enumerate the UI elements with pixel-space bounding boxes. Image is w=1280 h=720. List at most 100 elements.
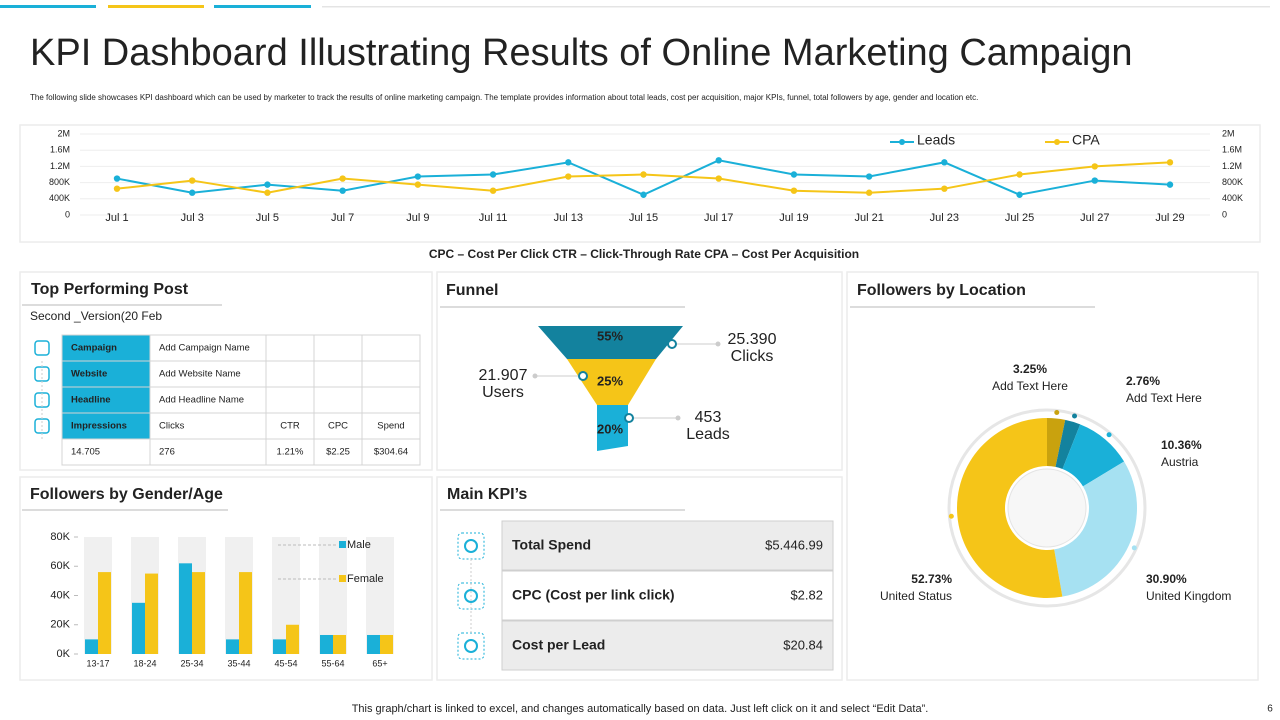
slice-value: 30.90% [1146, 572, 1187, 586]
leader-dot [1106, 432, 1112, 438]
bar [239, 572, 252, 654]
leader-dot [1054, 409, 1060, 415]
kpi-glyph [464, 539, 478, 553]
cell-text: Impressions [71, 421, 127, 432]
table-cell [361, 360, 421, 388]
cell-text: CPC [328, 421, 348, 432]
legend-label: CPA [1072, 132, 1100, 148]
table-cell [265, 438, 315, 466]
panel-title: Funnel [446, 282, 498, 299]
point [865, 189, 873, 196]
kpi-icon [457, 632, 485, 660]
funnel-segment [567, 359, 656, 405]
subtitle: Second _Version(20 Feb [30, 309, 162, 323]
x-tick-label: 65+ [372, 658, 387, 668]
point [339, 175, 346, 182]
cell-text: 14.705 [71, 447, 100, 458]
x-tick-label: Jul 7 [331, 212, 354, 224]
cell-text: Add Headline Name [159, 395, 244, 406]
point [189, 177, 196, 184]
stat-value: 25.390 [728, 331, 777, 348]
x-tick-label: 13-17 [86, 658, 109, 668]
y-tick-label: 1.6M [50, 145, 70, 155]
table-cell [361, 386, 421, 414]
funnel-segment [538, 326, 683, 359]
y-tick-label: 800K [49, 177, 70, 187]
table-cell [313, 438, 363, 466]
slice-value: 52.73% [911, 572, 952, 586]
point [489, 187, 497, 194]
cell-text: Campaign [71, 343, 117, 354]
panel-title: Followers by Gender/Age [30, 486, 223, 503]
cell-text: Website [71, 369, 107, 380]
stat-label: Users [482, 384, 524, 401]
bar [273, 639, 286, 654]
point [715, 175, 722, 182]
bar [98, 572, 111, 654]
leader-dot [948, 513, 954, 519]
table-cell [61, 334, 151, 362]
donut-slice [1054, 461, 1137, 597]
donut-slice [1055, 419, 1081, 469]
cell-text: Add Website Name [159, 369, 241, 380]
slice-value: 10.36% [1161, 438, 1202, 452]
bar [380, 634, 393, 654]
y2-tick-label: 2M [1222, 128, 1235, 138]
point [715, 157, 722, 164]
point [941, 185, 948, 192]
funnel-label: 55% [597, 328, 623, 343]
bar [192, 572, 205, 654]
bar [320, 634, 333, 654]
kpi-name: Total Spend [512, 537, 591, 553]
point [414, 173, 422, 180]
funnel-segment [597, 405, 628, 451]
point [339, 187, 346, 194]
point [565, 159, 572, 166]
slice-value: 3.25% [1013, 362, 1047, 376]
y-tick-label: 400K [49, 193, 70, 203]
leader-dot [667, 339, 677, 349]
kpi-name: Cost per Lead [512, 637, 605, 653]
kpi-row [501, 570, 834, 621]
slice-label: Add Text Here [992, 379, 1068, 393]
bar [179, 563, 192, 654]
y-tick-label: 2M [57, 128, 70, 138]
donut-slice [956, 418, 1063, 598]
table-cell [61, 412, 151, 440]
kpi-glyph [464, 639, 478, 653]
x-tick-label: Jul 3 [181, 212, 204, 224]
x-tick-label: Jul 19 [779, 212, 808, 224]
bar-bg [366, 537, 394, 654]
row-icon [34, 340, 50, 356]
donut-hole [1007, 468, 1087, 548]
point [1091, 177, 1098, 184]
x-tick-label: Jul 9 [406, 212, 429, 224]
x-tick-label: Jul 15 [629, 212, 658, 224]
funnel-label: 20% [597, 421, 623, 436]
table-cell [61, 386, 151, 414]
legend-dot [1054, 139, 1060, 145]
table-cell [149, 438, 267, 466]
cell-text: Clicks [159, 421, 185, 432]
accent-bar [108, 5, 204, 8]
x-tick-label: 35-44 [227, 658, 250, 668]
accent-bar [214, 5, 311, 8]
table-cell [313, 334, 363, 362]
y2-tick-label: 1.2M [1222, 161, 1242, 171]
bar [367, 634, 380, 654]
x-tick-label: Jul 29 [1155, 212, 1184, 224]
cell-text: $304.64 [374, 447, 408, 458]
y-tick-label: 0 [65, 209, 70, 219]
point [189, 189, 196, 196]
bar [226, 639, 239, 654]
point [640, 191, 647, 198]
leader-end [532, 373, 538, 379]
legend-swatch [339, 541, 346, 548]
funnel-label: 25% [597, 373, 623, 388]
x-tick-label: 45-54 [274, 658, 297, 668]
table-cell [265, 386, 315, 414]
point [1016, 171, 1023, 178]
table-cell [149, 334, 267, 362]
y2-tick-label: 400K [1222, 193, 1243, 203]
legend-label: Female [347, 573, 384, 585]
